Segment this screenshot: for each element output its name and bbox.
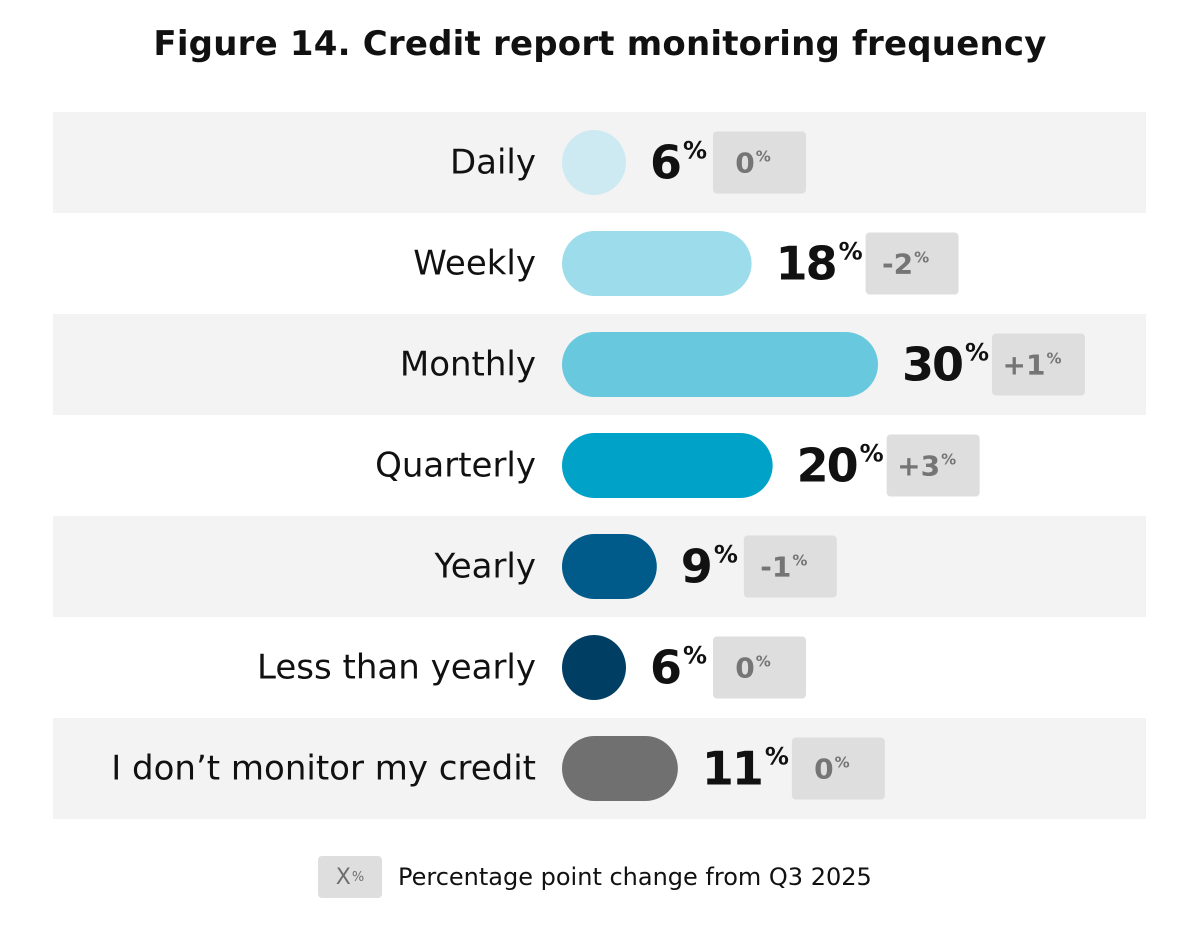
legend-swatch-label: X xyxy=(335,864,351,890)
change-badge xyxy=(865,232,959,295)
change-badge xyxy=(886,434,980,497)
bar xyxy=(562,130,626,195)
category-label: Quarterly xyxy=(375,446,536,486)
value-label: 6% xyxy=(650,136,707,190)
value-label: 30% xyxy=(902,338,989,392)
legend-text: Percentage point change from Q3 2025 xyxy=(398,863,872,891)
bar xyxy=(562,231,752,296)
bar xyxy=(562,534,657,599)
legend-swatch-unit: % xyxy=(351,869,365,885)
bar xyxy=(562,433,773,498)
change-label: 0% xyxy=(735,147,771,180)
bar xyxy=(562,736,678,801)
value-label: 11% xyxy=(702,742,789,796)
value-label: 20% xyxy=(797,439,884,493)
change-badge xyxy=(992,333,1085,396)
value-label: 6% xyxy=(650,641,707,695)
legend-swatch: X% xyxy=(318,856,382,898)
category-label: Daily xyxy=(450,143,536,183)
change-badge xyxy=(743,535,837,598)
change-label: +3% xyxy=(897,450,956,483)
value-label: 9% xyxy=(681,540,738,594)
category-label: Monthly xyxy=(400,345,536,385)
bar-chart: Daily 6% 0% Weekly 18% -2% Monthly 30% +1% Quarte… xyxy=(53,112,1146,819)
bar xyxy=(562,635,626,700)
chart-title: Figure 14. Credit report monitoring freq… xyxy=(153,24,1047,64)
legend: X% Percentage point change from Q3 2025 xyxy=(318,855,872,899)
value-label: 18% xyxy=(776,237,863,291)
change-badge xyxy=(791,737,885,800)
category-label: Yearly xyxy=(433,547,536,587)
change-label: -1% xyxy=(760,551,807,584)
category-label: I don’t monitor my credit xyxy=(111,749,536,789)
category-label: Weekly xyxy=(413,244,536,284)
change-label: -2% xyxy=(882,248,929,281)
bar xyxy=(562,332,878,397)
change-badge xyxy=(713,636,806,699)
change-label: 0% xyxy=(735,652,771,685)
change-badge xyxy=(713,131,806,194)
category-label: Less than yearly xyxy=(257,648,536,688)
change-label: 0% xyxy=(814,753,850,786)
change-label: +1% xyxy=(1003,349,1062,382)
